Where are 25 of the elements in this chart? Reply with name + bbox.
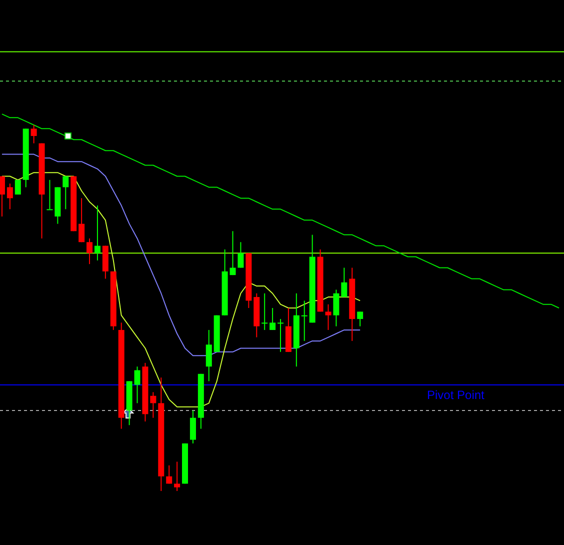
- candlestick: [301, 300, 308, 342]
- candlestick: [325, 304, 332, 330]
- candlestick: [357, 311, 364, 327]
- candlestick: [278, 318, 284, 352]
- ref-line-label: Pivot Point: [427, 388, 486, 402]
- candlestick: [6, 183, 13, 210]
- candlestick: [262, 292, 268, 330]
- candlestick: [270, 308, 276, 330]
- candlestick: [78, 198, 85, 243]
- candlestick: [166, 464, 172, 484]
- candlestick: [46, 179, 53, 210]
- candlestick: [30, 124, 37, 144]
- candlestick: [86, 238, 93, 265]
- candlestick: [190, 410, 196, 444]
- candlestick: [174, 461, 180, 492]
- candlestick: [333, 289, 340, 327]
- candlestick: [94, 205, 100, 261]
- candlestick: [341, 267, 348, 298]
- candlestick: [230, 230, 236, 276]
- candlestick: [206, 329, 212, 382]
- candlestick: [238, 242, 244, 268]
- candlestick: [0, 176, 5, 217]
- candlestick: [150, 392, 156, 418]
- candlestick: [134, 366, 140, 404]
- candlestick: [62, 176, 69, 210]
